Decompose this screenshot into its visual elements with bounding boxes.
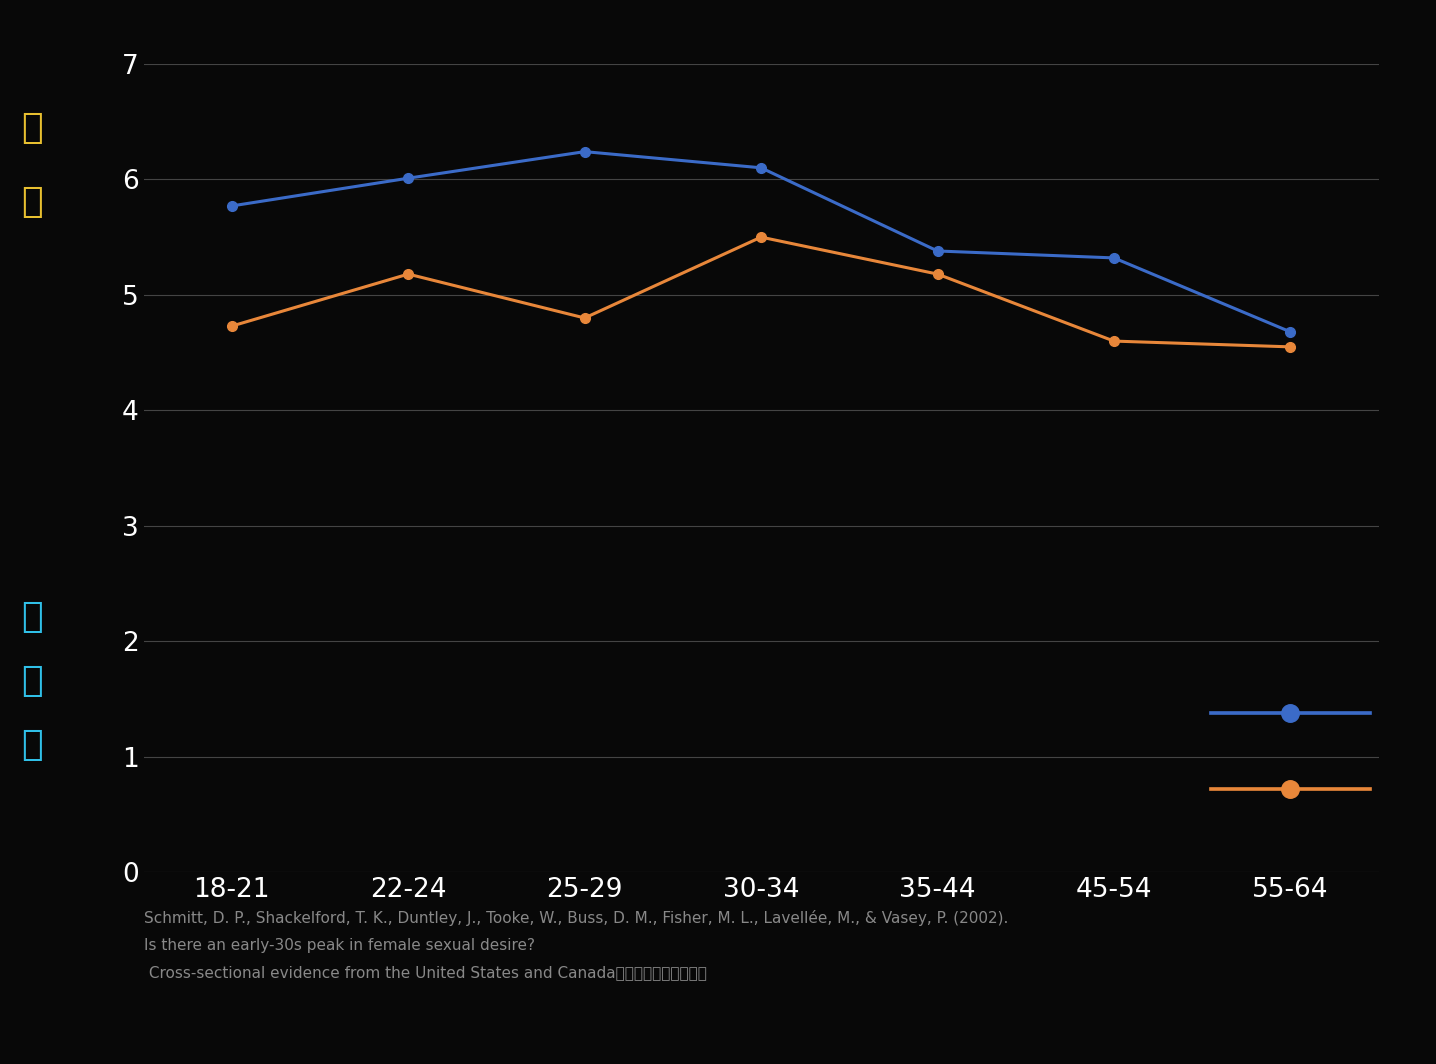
Text: Cross-sectional evidence from the United States and Canadaより一部改変して掲載: Cross-sectional evidence from the United… bbox=[144, 965, 707, 980]
Text: Is there an early-30s peak in female sexual desire?: Is there an early-30s peak in female sex… bbox=[144, 938, 534, 953]
Text: 少: 少 bbox=[20, 600, 43, 634]
Text: い: い bbox=[20, 728, 43, 762]
Text: Schmitt, D. P., Shackelford, T. K., Duntley, J., Tooke, W., Buss, D. M., Fisher,: Schmitt, D. P., Shackelford, T. K., Dunt… bbox=[144, 910, 1008, 926]
Text: 多: 多 bbox=[20, 111, 43, 145]
Text: い: い bbox=[20, 185, 43, 219]
Text: な: な bbox=[20, 664, 43, 698]
